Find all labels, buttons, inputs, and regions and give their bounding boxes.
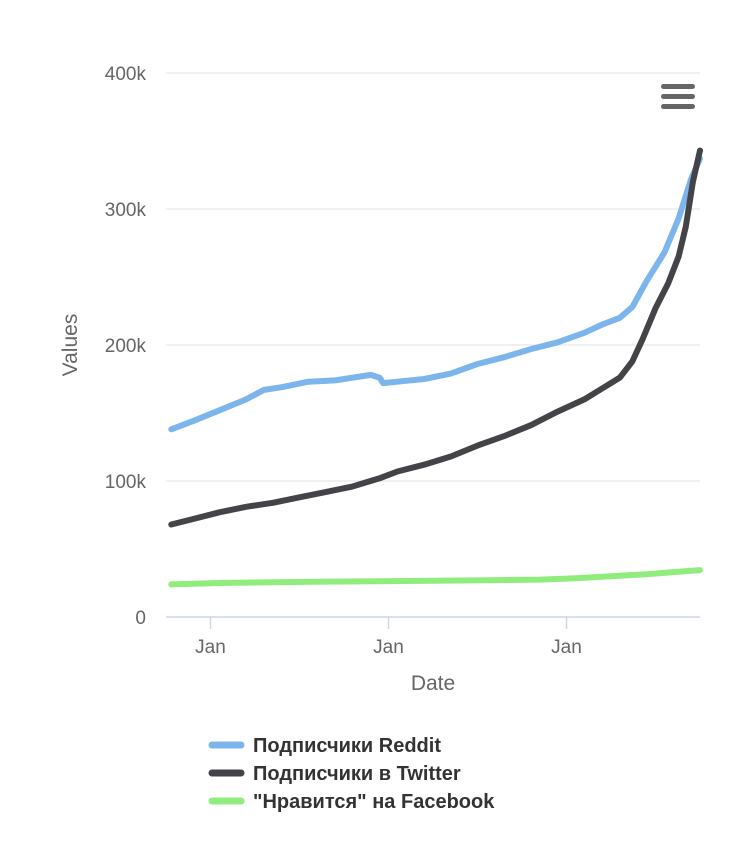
menu-bar-bottom bbox=[661, 104, 695, 109]
y-tick-label: 300k bbox=[105, 200, 147, 221]
x-tick-label: Jan bbox=[195, 637, 226, 658]
legend-item[interactable]: "Нравится" на Facebook bbox=[208, 791, 495, 813]
y-tick-label: 100k bbox=[105, 472, 147, 493]
menu-bar-middle bbox=[661, 94, 695, 99]
y-tick-label: 400k bbox=[105, 64, 147, 85]
x-tick-label: Jan bbox=[551, 637, 582, 658]
series-line-0[interactable] bbox=[168, 155, 703, 433]
legend: Подписчики Reddit Подписчики в Twitter "Нр… bbox=[208, 735, 495, 813]
series-line-1[interactable] bbox=[168, 147, 703, 528]
x-axis: Jan Jan Jan bbox=[166, 616, 700, 658]
legend-item[interactable]: Подписчики в Twitter bbox=[208, 763, 461, 785]
y-axis-tick-labels: 0 100k 200k 300k 400k bbox=[105, 64, 147, 629]
legend-label: Подписчики Reddit bbox=[253, 735, 441, 757]
legend-label: Подписчики в Twitter bbox=[253, 763, 461, 785]
y-tick-label: 0 bbox=[135, 608, 146, 629]
y-axis-title: Values bbox=[59, 314, 82, 377]
series-line-2[interactable] bbox=[168, 567, 703, 588]
grid-lines bbox=[166, 72, 700, 482]
legend-item[interactable]: Подписчики Reddit bbox=[208, 735, 441, 757]
series-lines bbox=[168, 147, 703, 588]
x-tick-label: Jan bbox=[373, 637, 404, 658]
y-tick-label: 200k bbox=[105, 336, 147, 357]
legend-label: "Нравится" на Facebook bbox=[253, 791, 495, 813]
x-axis-title: Date bbox=[411, 672, 455, 695]
chart-menu-button[interactable] bbox=[661, 84, 695, 109]
menu-bar-top bbox=[661, 84, 695, 89]
